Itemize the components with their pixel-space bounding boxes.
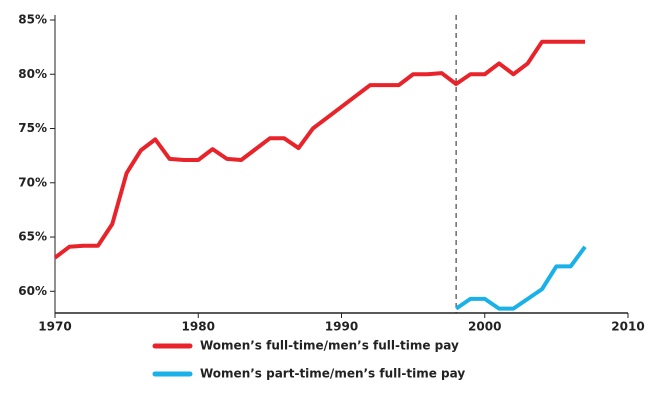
- series-line: [53, 39, 586, 260]
- x-tick-label: 2010: [611, 320, 644, 334]
- series-line: [454, 245, 587, 311]
- y-tick-label: 60%: [18, 284, 47, 298]
- x-tick-label: 1970: [38, 320, 71, 334]
- y-tick-label: 65%: [18, 230, 47, 244]
- legend-label: Women’s part-time/men’s full-time pay: [200, 367, 465, 381]
- x-tick-label: 1990: [325, 320, 358, 334]
- y-tick-label: 85%: [18, 13, 47, 27]
- y-tick-label: 80%: [18, 67, 47, 81]
- x-tick-label: 2000: [468, 320, 501, 334]
- y-tick-label: 75%: [18, 121, 47, 135]
- x-tick-label: 1980: [182, 320, 215, 334]
- legend-label: Women’s full-time/men’s full-time pay: [200, 339, 459, 353]
- y-tick-label: 70%: [18, 175, 47, 189]
